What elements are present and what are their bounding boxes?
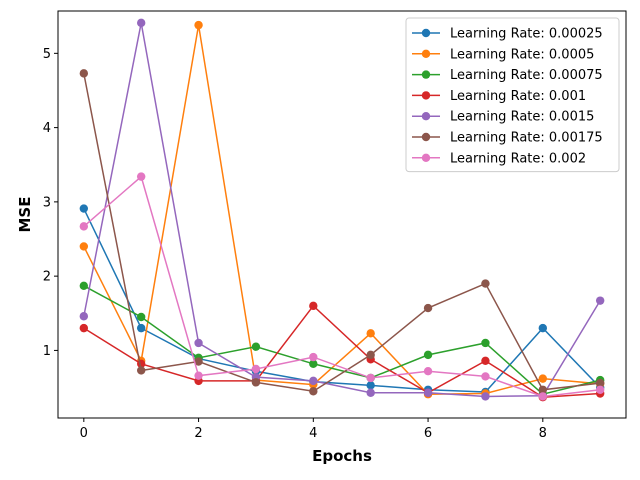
series-line	[83, 175, 601, 398]
legend-marker	[421, 112, 431, 121]
series-3	[79, 281, 605, 399]
series-5	[79, 18, 605, 401]
data-point	[366, 381, 375, 390]
y-tick-label: 3	[43, 195, 51, 210]
legend-marker	[421, 132, 431, 142]
plot-marks	[79, 18, 605, 402]
legend-item: Learning Rate: 0.001	[412, 89, 586, 104]
x-tick-label: 2	[194, 426, 202, 441]
legend-label: Learning Rate: 0.00075	[450, 68, 603, 83]
legend-marker	[421, 28, 431, 38]
data-point	[538, 385, 548, 394]
legend-marker	[421, 70, 431, 79]
x-tick-label: 4	[309, 426, 317, 441]
data-point	[423, 303, 433, 313]
plot-frame	[57, 10, 627, 419]
y-tick-label: 1	[43, 344, 51, 359]
series-line	[83, 208, 601, 393]
data-point	[481, 372, 490, 381]
data-point	[481, 279, 490, 288]
data-point	[136, 323, 146, 333]
legend-item: Learning Rate: 0.0015	[412, 110, 594, 125]
data-point	[538, 374, 548, 383]
data-point	[136, 312, 146, 322]
data-point	[251, 364, 261, 374]
x-tick-label: 6	[424, 426, 432, 441]
y-axis-label: MSE	[16, 197, 34, 233]
legend: Learning Rate: 0.00025 Learning Rate: 0.0…	[405, 17, 620, 173]
legend-marker	[421, 49, 431, 58]
data-point	[366, 350, 375, 360]
data-point	[309, 352, 318, 362]
legend-frame	[405, 17, 620, 173]
data-point	[423, 350, 433, 360]
x-axis: 0 2 4 6 8	[80, 418, 547, 441]
data-point	[136, 18, 146, 28]
data-point	[423, 388, 433, 397]
y-tick-label: 5	[43, 47, 51, 62]
legend-label: Learning Rate: 0.00025	[450, 27, 603, 42]
series-line	[83, 22, 601, 398]
data-point	[538, 392, 548, 401]
data-point	[194, 371, 203, 380]
data-point	[194, 338, 203, 348]
legend-label: Learning Rate: 0.001	[450, 89, 586, 104]
data-point	[309, 301, 318, 311]
legend-marker	[421, 153, 431, 162]
data-point	[194, 20, 203, 30]
series-line	[83, 285, 601, 396]
legend-label: Learning Rate: 0.0015	[450, 110, 594, 125]
x-tick-label: 0	[80, 426, 88, 441]
data-point	[79, 242, 89, 251]
data-point	[251, 378, 261, 387]
series-line	[83, 304, 601, 398]
legend-item: Learning Rate: 0.00025	[412, 27, 603, 42]
data-point	[309, 376, 318, 386]
series-7	[79, 172, 605, 401]
legend-item: Learning Rate: 0.00075	[412, 68, 603, 83]
series-6	[79, 69, 605, 396]
data-point	[366, 329, 375, 338]
data-point	[366, 388, 375, 397]
data-point	[309, 359, 318, 368]
data-point	[79, 281, 89, 290]
y-tick-label: 4	[43, 121, 51, 136]
data-point	[79, 204, 89, 213]
data-point	[538, 323, 548, 333]
data-point	[481, 356, 490, 366]
legend-item: Learning Rate: 0.002	[412, 151, 586, 166]
data-point	[595, 378, 605, 388]
legend-label: Learning Rate: 0.0005	[450, 47, 594, 62]
legend-item: Learning Rate: 0.00175	[412, 131, 603, 146]
data-point	[366, 373, 375, 383]
legend-label: Learning Rate: 0.002	[450, 151, 586, 166]
data-point	[136, 172, 146, 181]
data-point	[595, 296, 605, 305]
legend-label: Learning Rate: 0.00175	[450, 131, 603, 146]
legend-item: Learning Rate: 0.0005	[412, 47, 594, 62]
data-point	[79, 69, 89, 78]
data-point	[79, 312, 89, 321]
data-point	[136, 366, 146, 375]
data-point	[309, 387, 318, 396]
y-tick-label: 2	[43, 270, 51, 285]
data-point	[194, 357, 203, 366]
x-axis-label: Epochs	[312, 447, 372, 465]
data-point	[595, 385, 605, 394]
legend-marker	[421, 91, 431, 100]
y-axis: 1 2 3 4 5	[43, 47, 58, 359]
data-point	[79, 222, 89, 231]
series-line	[83, 73, 601, 393]
data-point	[79, 323, 89, 333]
x-tick-label: 8	[539, 426, 547, 441]
data-point	[251, 342, 261, 351]
data-point	[481, 338, 490, 348]
data-point	[423, 367, 433, 376]
data-point	[481, 392, 490, 401]
